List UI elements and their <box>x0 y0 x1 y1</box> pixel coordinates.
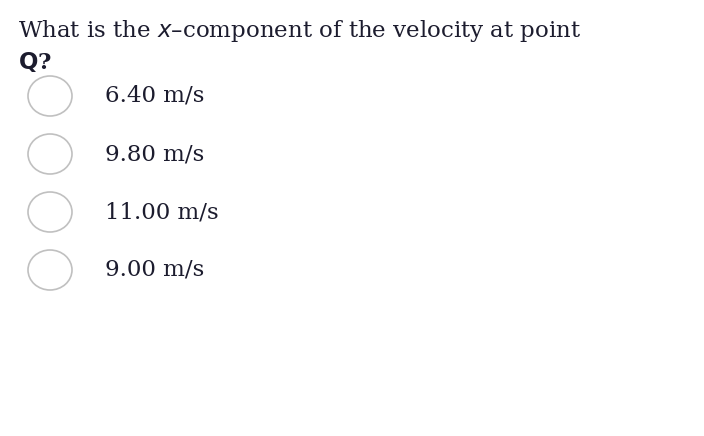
Text: 9.80 m/s: 9.80 m/s <box>105 143 204 165</box>
Text: 9.00 m/s: 9.00 m/s <box>105 259 204 281</box>
Text: 6.40 m/s: 6.40 m/s <box>105 85 204 107</box>
Text: $\mathbf{Q}$?: $\mathbf{Q}$? <box>18 50 52 74</box>
Text: What is the $x$–component of the velocity at point: What is the $x$–component of the velocit… <box>18 18 582 44</box>
Text: 11.00 m/s: 11.00 m/s <box>105 201 219 223</box>
